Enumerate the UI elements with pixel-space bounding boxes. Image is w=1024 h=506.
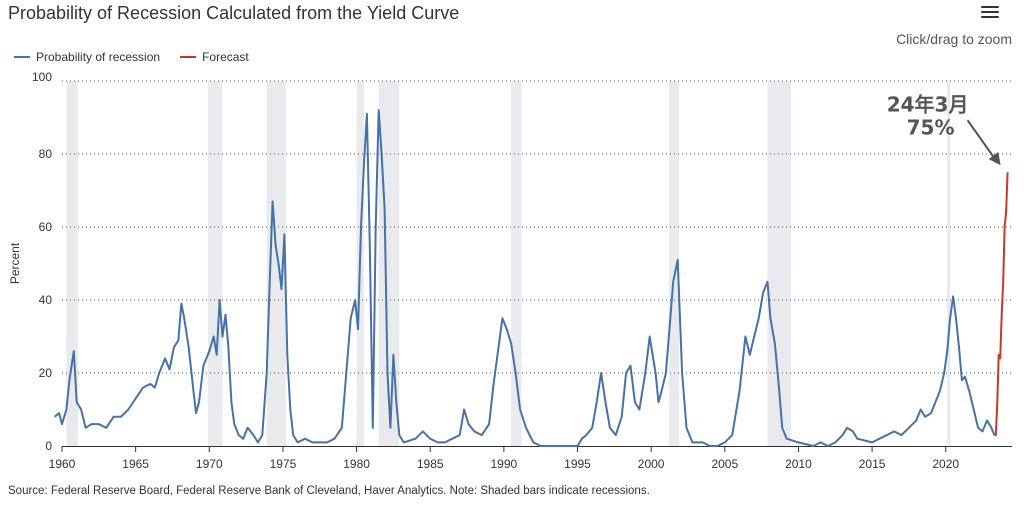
y-tick-label: 20 <box>39 366 53 380</box>
legend-swatch-forecast <box>180 56 197 58</box>
legend-item-forecast[interactable]: Forecast <box>180 50 249 64</box>
recession-band <box>511 81 522 446</box>
y-tick-label: 100 <box>32 70 52 84</box>
x-tick-label: 1995 <box>564 457 591 471</box>
x-tick-label: 1965 <box>122 457 149 471</box>
chart-legend: Probability of recession Forecast <box>14 50 249 64</box>
series-line-forecast <box>994 172 1009 437</box>
recession-band <box>66 81 79 446</box>
legend-item-probability[interactable]: Probability of recession <box>14 50 160 64</box>
x-tick-label: 2015 <box>859 457 886 471</box>
y-tick-label: 80 <box>39 147 53 161</box>
annotation-value: 75% <box>907 115 955 139</box>
recession-band <box>947 81 951 446</box>
x-tick-label: 1980 <box>343 457 370 471</box>
x-tick-label: 1975 <box>270 457 297 471</box>
recession-band <box>266 81 286 446</box>
y-tick-label: 0 <box>45 439 52 453</box>
y-tick-label: 60 <box>39 220 53 234</box>
annotation-date: 24年3月 <box>887 92 969 116</box>
x-tick-label: 2000 <box>638 457 665 471</box>
hamburger-menu-icon[interactable] <box>979 3 1001 23</box>
y-axis-title: Percent <box>8 242 22 284</box>
recession-band <box>207 81 223 446</box>
series-line-probability <box>53 109 996 447</box>
y-tick-label: 40 <box>39 293 53 307</box>
x-tick-label: 2020 <box>932 457 959 471</box>
x-tick-label: 1985 <box>417 457 444 471</box>
x-tick-label: 1960 <box>49 457 76 471</box>
x-tick-label: 2010 <box>785 457 812 471</box>
recession-band <box>767 81 792 446</box>
legend-label-forecast: Forecast <box>202 50 249 64</box>
legend-label-probability: Probability of recession <box>36 50 161 64</box>
x-tick-label: 2005 <box>711 457 738 471</box>
legend-swatch-probability <box>14 56 30 58</box>
annotation-arrow-head <box>988 152 1001 166</box>
x-tick-label: 1970 <box>196 457 223 471</box>
annotation-arrow-shaft <box>966 119 998 162</box>
chart-title: Probability of Recession Calculated from… <box>8 3 460 23</box>
source-note: Source: Federal Reserve Board, Federal R… <box>8 485 650 497</box>
zoom-hint: Click/drag to zoom <box>896 31 1012 47</box>
x-tick-label: 1990 <box>491 457 518 471</box>
recession-band <box>668 81 680 446</box>
